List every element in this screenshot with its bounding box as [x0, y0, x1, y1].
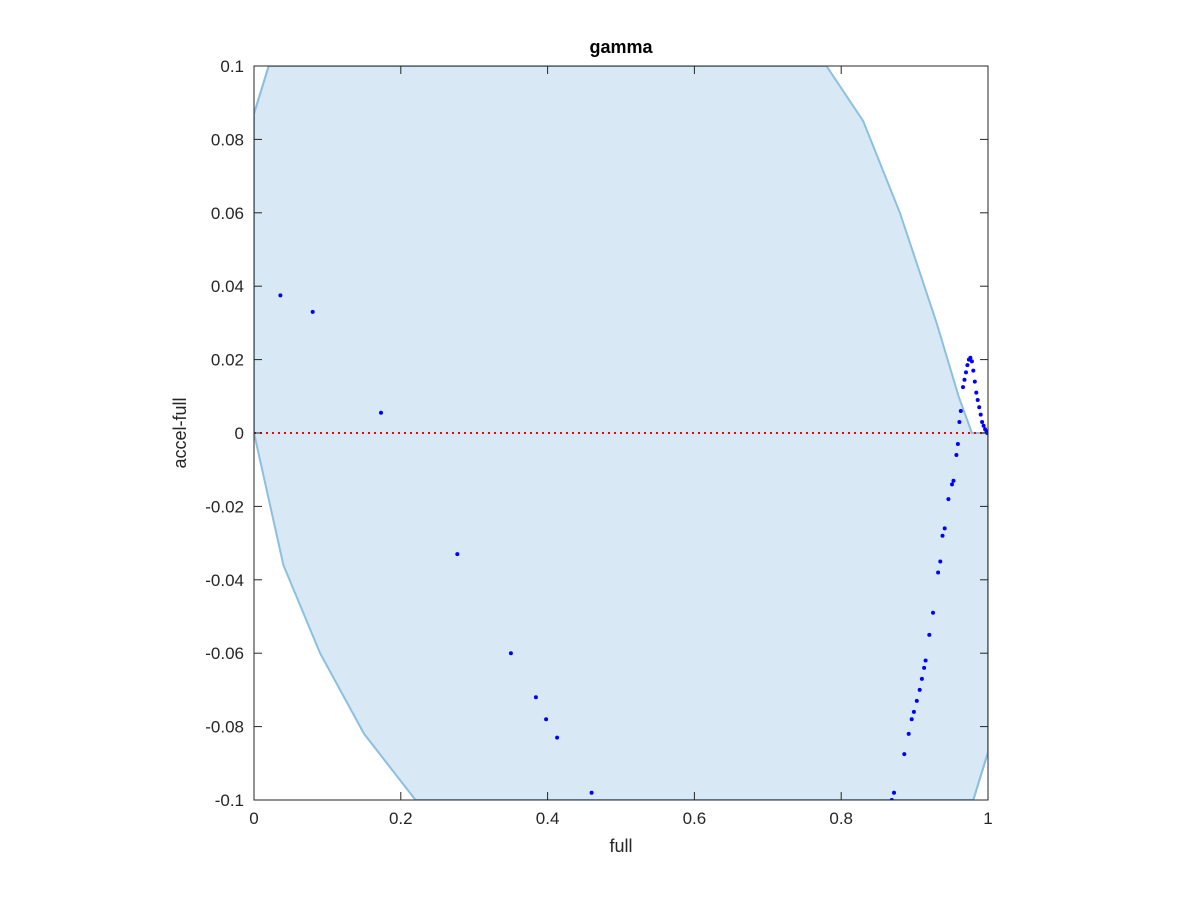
y-tick-label: 0.06: [211, 204, 244, 223]
data-point: [981, 423, 986, 428]
data-point: [922, 665, 927, 670]
y-tick-label: 0.08: [211, 130, 244, 149]
data-point: [379, 410, 383, 415]
data-point: [958, 409, 963, 413]
y-tick-label: -0.02: [205, 497, 244, 516]
y-axis-ticks: -0.1 -0.08 -0.06 -0.04 -0.02 0 0.02 0.04 0.06 0.0…: [205, 57, 988, 810]
data-point: [950, 482, 954, 487]
data-point: [310, 309, 315, 314]
data-point: [508, 651, 513, 656]
data-point: [965, 363, 970, 368]
y-tick-label: 0.1: [220, 57, 244, 76]
data-point: [972, 379, 977, 384]
x-tick-label: 0: [249, 809, 258, 828]
data-point: [942, 526, 947, 531]
x-tick-label: 0.4: [536, 809, 560, 828]
data-point: [974, 390, 979, 395]
x-axis-label: full: [609, 836, 632, 856]
y-tick-label: 0.02: [211, 351, 244, 370]
data-point: [923, 658, 928, 663]
data-point: [919, 676, 924, 681]
y-tick-label: 0.04: [211, 277, 244, 296]
data-point: [914, 698, 919, 703]
data-point: [957, 420, 962, 424]
data-point: [980, 420, 985, 424]
x-tick-label: 0.2: [389, 809, 413, 828]
data-point: [555, 735, 560, 740]
data-point: [968, 355, 973, 360]
data-point: [902, 752, 907, 757]
y-tick-label: -0.1: [215, 791, 244, 810]
data-point: [911, 709, 916, 714]
data-point: [971, 368, 976, 373]
x-axis-ticks: 0 0.2 0.4 0.6 0.8 1: [249, 66, 993, 828]
chart-title: gamma: [589, 37, 653, 57]
y-axis-label: accel-full: [170, 397, 190, 468]
data-point: [951, 478, 956, 483]
data-point: [978, 412, 983, 417]
data-point: [931, 610, 935, 615]
region-edge-arc-1: [972, 752, 988, 800]
data-point: [975, 398, 980, 402]
data-point: [961, 385, 965, 390]
data-point: [940, 533, 945, 538]
data-point: [892, 790, 896, 795]
data-point: [589, 790, 594, 795]
x-tick-label: 0.8: [829, 809, 853, 828]
x-tick-label: 1: [983, 809, 992, 828]
data-points: [278, 293, 988, 800]
y-tick-label: -0.06: [205, 644, 244, 663]
data-point: [533, 695, 538, 700]
data-point: [917, 687, 922, 692]
data-point: [946, 497, 951, 502]
data-point: [954, 453, 959, 457]
data-point: [936, 570, 941, 575]
data-point: [278, 293, 283, 298]
data-point: [977, 405, 982, 410]
y-tick-label: -0.08: [205, 718, 244, 737]
data-point: [962, 377, 967, 382]
data-point: [938, 559, 943, 564]
data-point: [964, 370, 968, 375]
data-point: [906, 731, 911, 736]
x-tick-label: 0.6: [683, 809, 707, 828]
y-tick-label: 0: [235, 424, 244, 443]
data-point: [955, 442, 960, 446]
data-point: [909, 717, 914, 722]
data-point: [969, 359, 974, 364]
data-point: [544, 717, 549, 722]
y-tick-label: -0.04: [205, 571, 244, 590]
region-edge-arc-0: [254, 66, 270, 114]
data-point: [455, 552, 460, 557]
data-point: [927, 632, 932, 637]
